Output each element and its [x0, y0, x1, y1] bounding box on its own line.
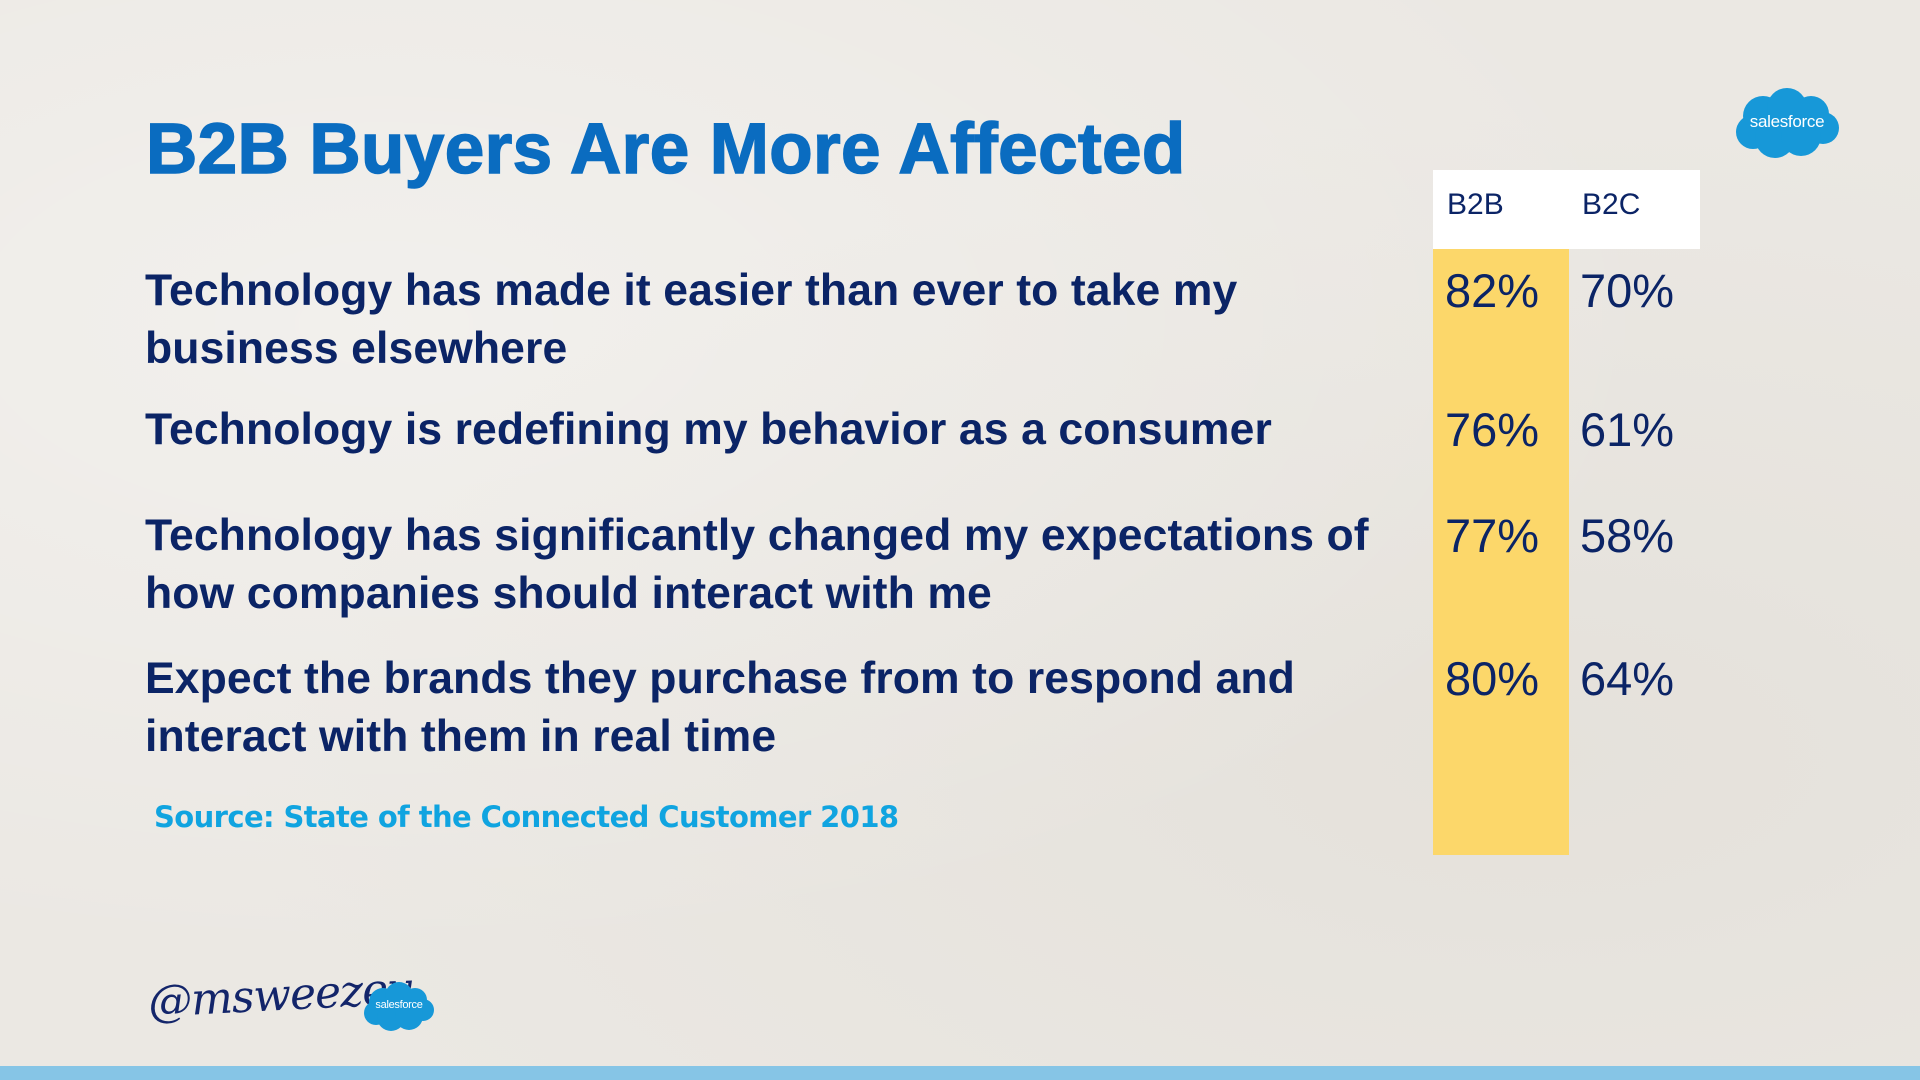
salesforce-logo: salesforce: [1733, 86, 1841, 162]
b2c-value: 58%: [1580, 509, 1675, 562]
cloud-icon: [1736, 88, 1839, 158]
statement: Expect the brands they purchase from to …: [145, 654, 1295, 761]
salesforce-logo-small: salesforce: [363, 981, 435, 1033]
statement: Technology is redefining my behavior as …: [145, 405, 1272, 454]
b2b-value: 76%: [1445, 403, 1540, 456]
b2c-value: 64%: [1580, 652, 1675, 705]
b2b-value: 80%: [1445, 652, 1540, 705]
b2b-value: 77%: [1445, 509, 1540, 562]
cloud-icon: [364, 982, 434, 1031]
statement: Technology has made it easier than ever …: [145, 266, 1238, 373]
salesforce-logo-text: salesforce: [375, 999, 423, 1011]
b2c-value: 61%: [1580, 403, 1675, 456]
slide-title: B2B Buyers Are More Affected: [145, 109, 1186, 190]
b2c-value: 70%: [1580, 264, 1675, 317]
b2b-highlight-column: [1433, 249, 1569, 855]
column-header-b2c: B2C: [1582, 188, 1641, 221]
column-header-b2b: B2B: [1447, 188, 1504, 221]
salesforce-logo-text: salesforce: [1749, 112, 1825, 131]
source-citation: Source: State of the Connected Customer …: [154, 800, 899, 834]
bottom-accent-bar: [0, 1066, 1920, 1080]
statement: Technology has significantly changed my …: [145, 511, 1369, 618]
b2b-value: 82%: [1445, 264, 1540, 317]
column-header: B2B B2C: [1433, 170, 1700, 249]
